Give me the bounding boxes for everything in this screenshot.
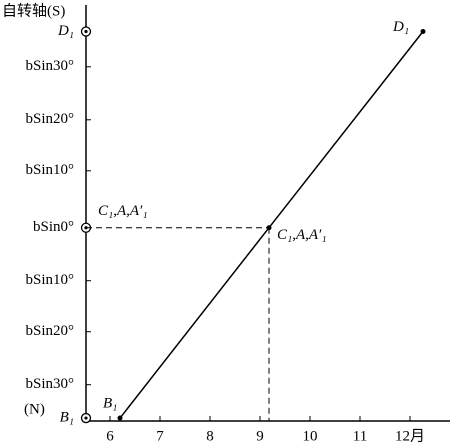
data-line xyxy=(119,31,424,419)
x-tick-label: 6 xyxy=(106,428,114,444)
y-tick-label: bSin20° xyxy=(25,111,74,127)
x-tick-label: 12月 xyxy=(395,428,425,444)
x-tick-label: 9 xyxy=(256,428,264,444)
axis-marker-dot xyxy=(84,416,88,420)
x-tick-label: 7 xyxy=(156,428,164,444)
y-tick-label: bSin30° xyxy=(25,376,74,392)
x-tick-label: 10 xyxy=(303,428,318,444)
data-point xyxy=(117,415,123,421)
x-tick-label: 8 xyxy=(206,428,214,444)
y-tick-label: bSin20° xyxy=(25,323,74,339)
axis-marker-dot xyxy=(84,29,88,34)
data-point xyxy=(420,28,426,34)
y-tick-label: bSin10° xyxy=(25,272,74,288)
annotation: C₁,A,A′₁ xyxy=(98,203,148,219)
axis-bottom-label: (N) xyxy=(24,401,45,417)
y-tick-label: D₁ xyxy=(57,23,74,39)
annotation: B₁ xyxy=(103,395,117,411)
annotation: D₁ xyxy=(392,19,409,35)
y-tick-label: bSin0° xyxy=(33,219,74,235)
x-tick-label: 11 xyxy=(353,428,367,444)
axis-title: 自转轴(S) xyxy=(2,2,65,19)
y-tick-label: B₁ xyxy=(60,409,74,425)
annotation: C₁,A,A′₁ xyxy=(277,227,327,243)
y-tick-label: bSin30° xyxy=(25,58,74,74)
y-tick-label: bSin10° xyxy=(25,162,74,178)
